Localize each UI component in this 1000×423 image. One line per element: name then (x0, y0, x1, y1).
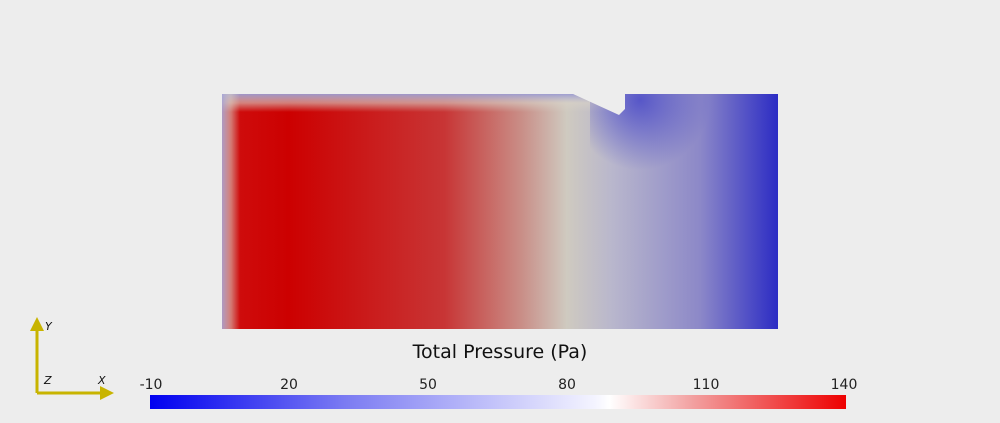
colorbar-tick: 50 (419, 377, 437, 393)
axis-label-y: Y (45, 320, 52, 333)
colorbar-tick: 80 (558, 377, 576, 393)
axis-label-z: Z (44, 374, 52, 387)
colorbar-tick: -10 (139, 377, 163, 393)
colorbar (150, 395, 846, 409)
colorbar-title: Total Pressure (Pa) (412, 341, 588, 363)
axes-triad (30, 317, 114, 400)
axis-label-x: X (98, 374, 106, 387)
colorbar-tick: 140 (830, 377, 858, 393)
colorbar-tick: 20 (280, 377, 298, 393)
colorbar-tick: 110 (692, 377, 720, 393)
